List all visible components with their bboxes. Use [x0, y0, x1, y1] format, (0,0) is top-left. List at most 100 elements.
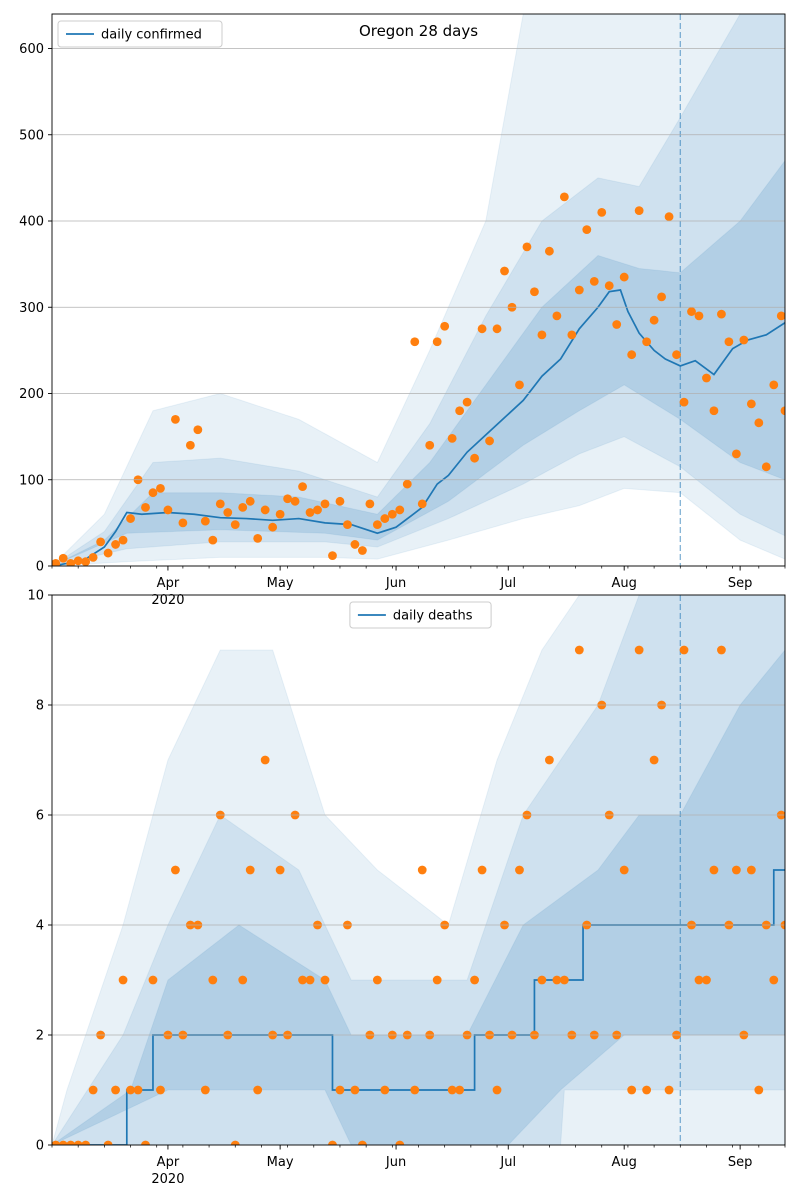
x-tick-sublabel: 2020: [151, 1172, 184, 1187]
observed-point: [73, 1140, 83, 1145]
x-tick-label: Jul: [499, 576, 516, 591]
observed-point: [724, 337, 734, 347]
observed-point: [619, 865, 629, 875]
observed-point: [260, 505, 270, 515]
observed-point: [515, 380, 524, 390]
observed-point: [559, 975, 569, 985]
observed-point: [702, 975, 711, 985]
legend: daily deaths: [349, 601, 492, 629]
observed-point: [126, 1085, 135, 1095]
observed-point: [477, 324, 487, 334]
observed-point: [492, 324, 502, 334]
observed-point: [372, 520, 382, 529]
observed-point: [171, 865, 180, 875]
observed-point: [358, 546, 367, 555]
observed-point: [178, 518, 188, 528]
y-tick-label: 0: [36, 1139, 44, 1154]
observed-point: [559, 192, 569, 202]
y-tick-label: 6: [36, 809, 44, 824]
observed-point: [52, 1140, 61, 1145]
observed-point: [627, 350, 637, 360]
series-line: [52, 289, 785, 566]
observed-point: [156, 483, 165, 493]
observed-point: [717, 309, 726, 319]
observed-point: [432, 337, 442, 347]
observed-point: [320, 499, 330, 509]
observed-point: [402, 479, 412, 489]
observed-point: [88, 1085, 98, 1095]
observed-point: [425, 440, 435, 450]
observed-point: [769, 380, 779, 390]
y-tick-label: 600: [19, 42, 44, 57]
observed-point: [215, 499, 225, 509]
observed-point: [275, 509, 285, 519]
observed-point: [372, 975, 382, 985]
observed-point: [702, 373, 711, 383]
observed-point: [283, 494, 293, 504]
observed-point: [52, 559, 61, 566]
observed-point: [185, 440, 195, 450]
observed-point: [350, 1085, 360, 1095]
observed-point: [515, 865, 524, 875]
observed-point: [582, 225, 592, 235]
legend-label: daily confirmed: [101, 28, 202, 43]
uncertainty-band-outer: [52, 595, 785, 1145]
y-tick-label: 2: [36, 1029, 44, 1044]
observed-point: [739, 335, 749, 345]
observed-point: [66, 1140, 76, 1145]
observed-point: [746, 865, 756, 875]
legend: daily confirmed: [57, 20, 223, 48]
observed-point: [642, 1085, 652, 1095]
y-tick-label: 0: [36, 560, 44, 575]
observed-point: [358, 1140, 367, 1145]
plot-area: [52, 595, 785, 1145]
observed-point: [694, 311, 704, 321]
observed-point: [81, 557, 91, 566]
observed-point: [275, 865, 285, 875]
observed-point: [335, 1085, 345, 1095]
observed-point: [230, 1140, 240, 1145]
observed-point: [619, 272, 629, 282]
y-tick-label: 4: [36, 919, 44, 934]
legend-box: [349, 601, 492, 629]
observed-point: [537, 975, 547, 985]
observed-point: [66, 559, 76, 566]
observed-point: [118, 975, 128, 985]
observed-point: [470, 453, 479, 463]
observed-point: [111, 540, 120, 549]
deaths-chart-panel: 0 2 4 6 8 10 Apr 2020 May Jun Jul Aug Sep daily death…: [27, 589, 786, 1187]
observed-point: [208, 975, 218, 985]
observed-point: [96, 537, 106, 547]
observed-point: [410, 1085, 420, 1095]
observed-point: [709, 865, 719, 875]
observed-point: [500, 266, 509, 276]
legend-label: daily deaths: [393, 609, 473, 624]
observed-point: [380, 514, 390, 523]
observed-point: [290, 496, 300, 506]
observed-point: [574, 645, 584, 655]
observed-point: [679, 397, 689, 407]
uncertainty-band-middle: [52, 14, 785, 566]
observed-point: [387, 509, 397, 519]
observed-point: [634, 645, 644, 655]
uncertainty-band-middle: [52, 595, 785, 1145]
x-tick-label: Sep: [728, 576, 753, 591]
observed-point: [544, 755, 554, 765]
observed-point: [230, 520, 240, 529]
plot-area: [52, 14, 785, 566]
observed-point: [761, 462, 771, 472]
observed-point: [245, 865, 255, 875]
observed-point: [410, 337, 420, 347]
observed-point: [253, 534, 263, 543]
observed-point: [163, 505, 173, 515]
observed-point: [462, 397, 472, 407]
observed-point: [81, 1140, 91, 1145]
observed-point: [395, 505, 405, 515]
observed-point: [574, 285, 584, 295]
observed-point: [492, 1085, 502, 1095]
observed-point: [260, 755, 270, 765]
observed-point: [754, 418, 764, 428]
observed-point: [597, 207, 607, 217]
observed-point: [328, 551, 337, 561]
observed-point: [148, 975, 158, 985]
